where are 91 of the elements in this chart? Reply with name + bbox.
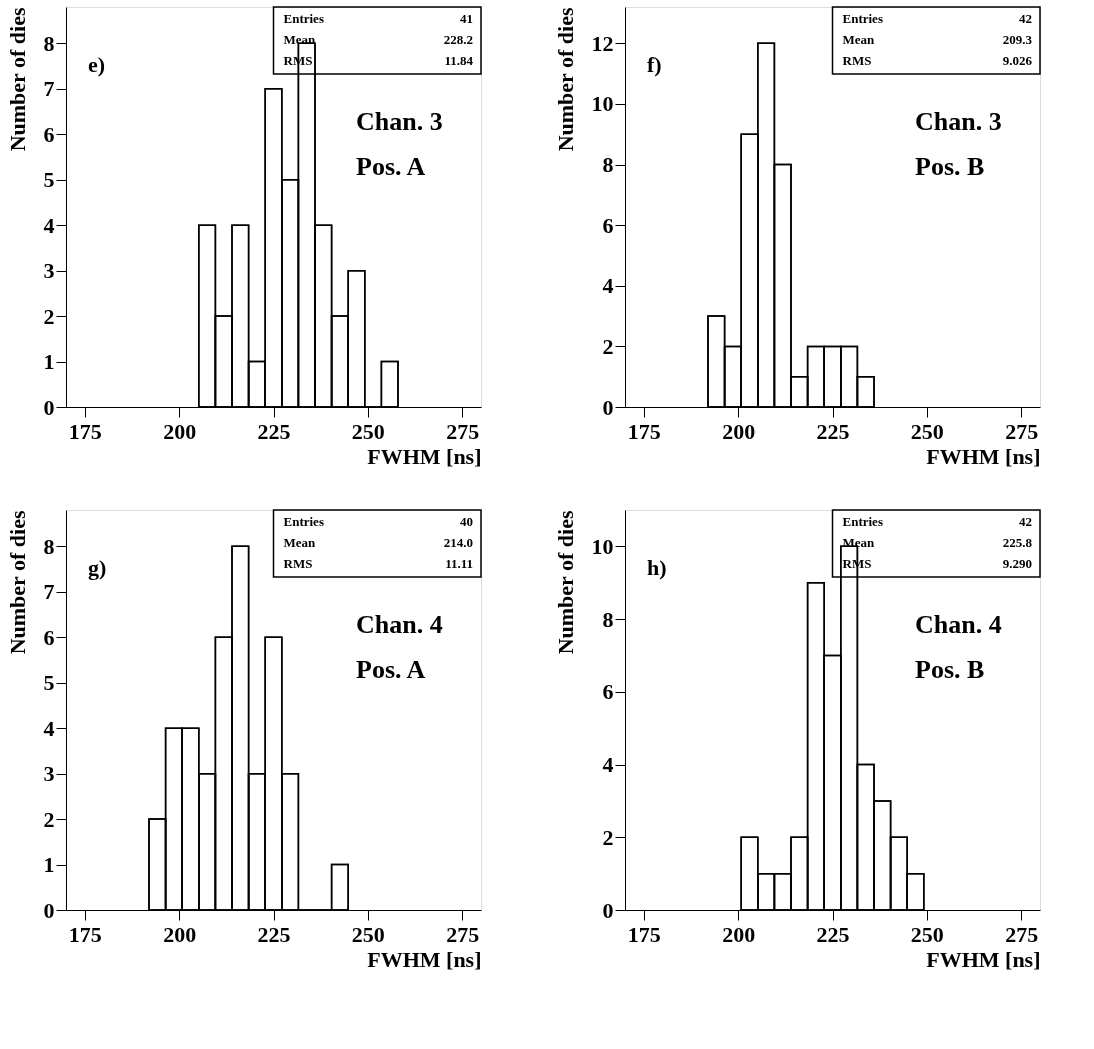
y-tick-label: 1	[43, 349, 55, 375]
annotation: 41	[460, 11, 473, 26]
annotation: Mean	[283, 535, 317, 550]
y-tick-label: 2	[43, 303, 55, 329]
x-tick-label: 200	[722, 418, 756, 444]
y-axis-title: Number of dies	[4, 510, 30, 655]
x-tick-label: 275	[446, 921, 480, 947]
annotation: Pos. A	[356, 655, 426, 684]
annotation: Pos. A	[356, 152, 426, 181]
annotation: RMS	[842, 53, 872, 68]
y-tick-label: 8	[602, 152, 614, 178]
y-tick-label: 7	[43, 76, 55, 102]
y-tick-label: 6	[602, 679, 614, 705]
y-tick-label: 5	[43, 167, 55, 193]
y-tick-label: 5	[43, 670, 55, 696]
annotation: 11.11	[445, 556, 473, 571]
annotation: 9.290	[1002, 556, 1032, 571]
x-axis-title: FWHM [ns]	[367, 946, 482, 972]
y-axis-title: Number of dies	[552, 7, 578, 152]
annotation: f)	[647, 52, 662, 77]
annotation: Entries	[842, 11, 883, 26]
x-tick-label: 225	[816, 921, 850, 947]
annotation: 228.2	[443, 32, 473, 47]
annotation: Entries	[842, 514, 883, 529]
x-tick-label: 175	[68, 418, 102, 444]
y-axis-title: Number of dies	[552, 510, 578, 655]
annotation: Chan. 3	[915, 107, 1002, 136]
y-tick-label: 0	[602, 897, 614, 923]
y-tick-label: 4	[602, 273, 614, 299]
x-axis-title: FWHM [ns]	[926, 946, 1041, 972]
annotation: 225.8	[1002, 535, 1033, 550]
x-tick-label: 250	[910, 418, 944, 444]
annotation: Chan. 3	[356, 107, 443, 136]
x-tick-label: 250	[910, 921, 944, 947]
y-tick-label: 8	[43, 30, 55, 56]
y-tick-label: 2	[602, 333, 614, 359]
annotation: 40	[460, 514, 473, 529]
annotation: RMS	[283, 556, 313, 571]
y-tick-label: 12	[591, 30, 614, 56]
y-tick-label: 6	[43, 624, 55, 650]
annotation: Chan. 4	[356, 610, 443, 639]
x-tick-label: 250	[351, 418, 385, 444]
x-axis-title: FWHM [ns]	[367, 443, 482, 469]
x-tick-label: 200	[163, 921, 197, 947]
annotation: 42	[1019, 514, 1032, 529]
y-tick-label: 6	[602, 212, 614, 238]
y-tick-label: 3	[43, 258, 55, 284]
annotation: Mean	[842, 32, 876, 47]
annotation: 9.026	[1002, 53, 1033, 68]
x-tick-label: 250	[351, 921, 385, 947]
x-axis-title: FWHM [ns]	[926, 443, 1041, 469]
y-tick-label: 7	[43, 579, 55, 605]
annotation: Entries	[283, 11, 324, 26]
x-tick-label: 275	[1005, 418, 1039, 444]
annotation: Pos. B	[915, 655, 985, 684]
annotation: Pos. B	[915, 152, 985, 181]
x-tick-label: 275	[1005, 921, 1039, 947]
x-tick-label: 225	[257, 921, 291, 947]
y-tick-label: 8	[602, 606, 614, 632]
x-tick-label: 175	[627, 418, 661, 444]
y-tick-label: 4	[602, 752, 614, 778]
y-axis-title: Number of dies	[4, 7, 30, 152]
x-tick-label: 225	[816, 418, 850, 444]
y-tick-label: 0	[43, 394, 55, 420]
y-tick-label: 10	[591, 533, 614, 559]
y-tick-label: 8	[43, 533, 55, 559]
annotation: h)	[647, 555, 667, 580]
annotation: 11.84	[444, 53, 474, 68]
y-tick-label: 2	[43, 806, 55, 832]
y-tick-label: 4	[43, 715, 55, 741]
x-tick-label: 175	[68, 921, 102, 947]
annotation: Chan. 4	[915, 610, 1002, 639]
y-tick-label: 6	[43, 121, 55, 147]
annotation: 42	[1019, 11, 1032, 26]
y-tick-label: 4	[43, 212, 55, 238]
x-tick-label: 275	[446, 418, 480, 444]
y-tick-label: 10	[591, 91, 614, 117]
x-tick-label: 200	[163, 418, 197, 444]
annotation: Entries	[283, 514, 324, 529]
annotation: e)	[88, 52, 106, 77]
annotation: g)	[88, 555, 107, 580]
x-tick-label: 200	[722, 921, 756, 947]
y-tick-label: 0	[43, 897, 55, 923]
annotation: 214.0	[443, 535, 473, 550]
x-tick-label: 225	[257, 418, 291, 444]
x-tick-label: 175	[627, 921, 661, 947]
y-tick-label: 3	[43, 761, 55, 787]
y-tick-label: 0	[602, 394, 614, 420]
y-tick-label: 2	[602, 824, 614, 850]
annotation: 209.3	[1002, 32, 1033, 47]
y-tick-label: 1	[43, 852, 55, 878]
